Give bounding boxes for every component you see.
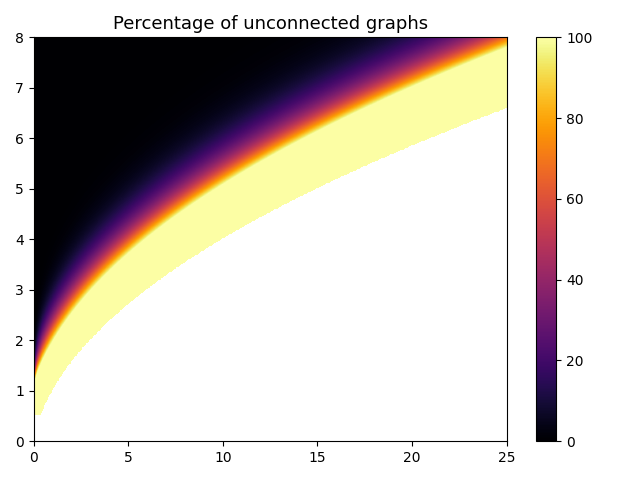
Title: Percentage of unconnected graphs: Percentage of unconnected graphs: [113, 15, 428, 33]
